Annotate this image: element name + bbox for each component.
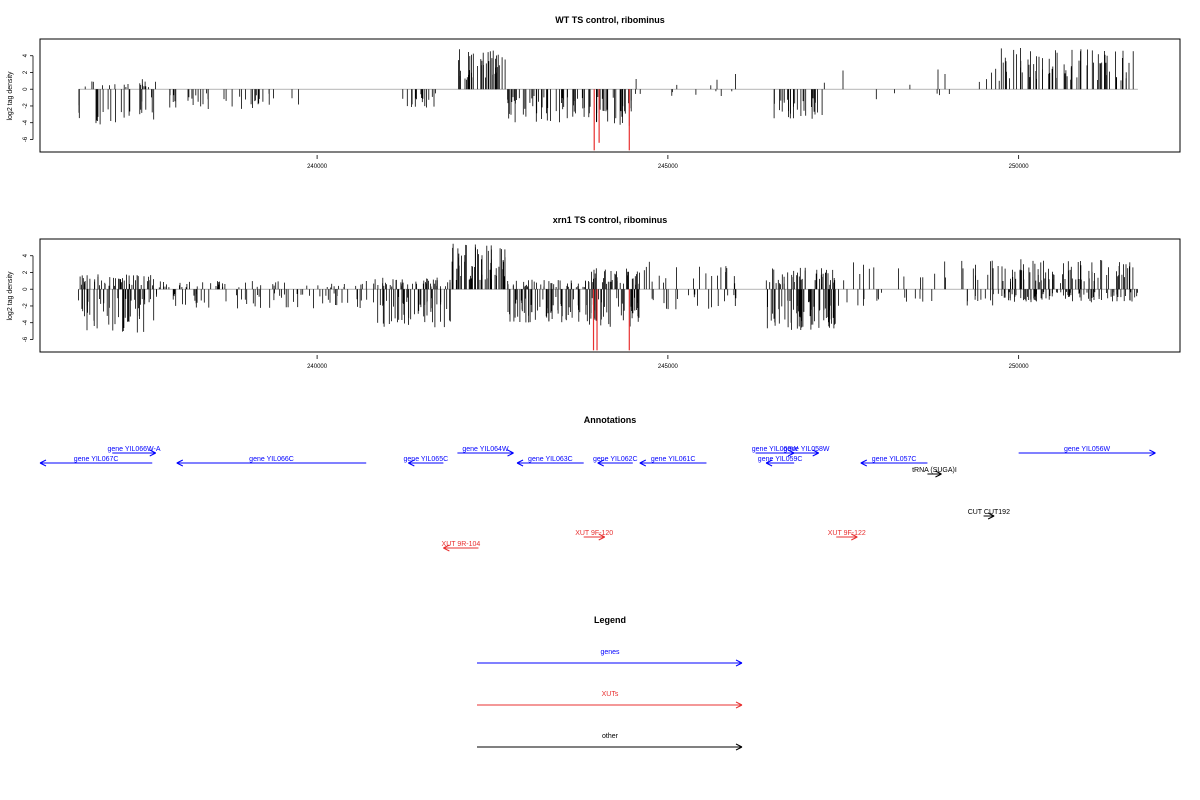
x-tick-label: 245000 xyxy=(658,164,679,170)
wt-y-axis: -6 -4 -2 0 2 4 xyxy=(23,53,34,142)
annotation-label: tRNA (SUGA)I xyxy=(912,467,957,474)
annotation-arrow xyxy=(983,512,995,520)
xrn1-bars xyxy=(78,243,1138,351)
annotation-arrow xyxy=(1018,449,1156,457)
annotation-label: gene YIL067C xyxy=(74,456,119,463)
wt-plot-frame xyxy=(39,38,1181,153)
x-tick-label: 245000 xyxy=(658,364,679,370)
y-tick-label: 4 xyxy=(23,253,29,257)
annotation-label: XUT 9R-104 xyxy=(442,541,481,548)
legend-arrow xyxy=(477,701,743,709)
xrn1-x-axis: 240000 245000 250000 xyxy=(307,355,1029,370)
annotation-label: XUT 9F-120 xyxy=(575,530,613,537)
y-tick-label: -2 xyxy=(23,303,29,309)
annotation-arrow xyxy=(765,459,795,467)
wt-y-axis-label: log2 tag density xyxy=(7,71,14,121)
xrn1-y-axis: -6 -4 -2 0 2 4 xyxy=(23,253,34,342)
y-tick-label: 0 xyxy=(23,87,29,91)
y-tick-label: -2 xyxy=(23,103,29,109)
legend-arrow xyxy=(477,743,743,751)
annotation-arrow xyxy=(755,449,795,457)
wt-panel-title: WT TS control, ribominus xyxy=(555,15,665,25)
y-tick-label: 4 xyxy=(23,53,29,57)
annotation-arrow xyxy=(583,533,605,541)
annotation-arrow xyxy=(639,459,707,467)
x-tick-label: 240000 xyxy=(307,164,328,170)
annotation-label: gene YIL063C xyxy=(528,456,573,463)
annotation-label: gene YIL066C xyxy=(249,456,294,463)
annotation-label: gene YIL056W xyxy=(1064,446,1111,453)
annotation-label: XUT 9F-122 xyxy=(828,530,866,537)
annotation-label: gene YIL060W xyxy=(752,446,799,453)
annotation-arrow xyxy=(516,459,584,467)
annotation-arrow xyxy=(176,459,367,467)
x-tick-label: 250000 xyxy=(1009,364,1030,370)
annotation-arrow xyxy=(927,470,942,478)
y-tick-label: -6 xyxy=(23,336,29,342)
annotation-label: CUT CUT192 xyxy=(968,509,1010,516)
annotation-arrow xyxy=(836,533,858,541)
annotations-title: Annotations xyxy=(584,415,637,425)
annotation-label: gene YIL066W-A xyxy=(107,446,160,453)
annotation-label: gene YIL058W xyxy=(783,446,830,453)
wt-bars xyxy=(78,48,1138,151)
y-tick-label: -6 xyxy=(23,136,29,142)
legend-arrow xyxy=(477,659,743,667)
annotation-label: gene YIL064W xyxy=(462,446,509,453)
annotation-arrow xyxy=(794,449,819,457)
legend-label: other xyxy=(602,733,619,740)
y-tick-label: 2 xyxy=(23,70,29,74)
legend: Legend genes XUTs other xyxy=(477,615,743,751)
xrn1-panel-title: xrn1 TS control, ribominus xyxy=(553,215,668,225)
y-tick-label: -4 xyxy=(23,119,29,125)
legend-label: genes xyxy=(600,649,620,656)
legend-title: Legend xyxy=(594,615,626,625)
annotation-items: gene YIL067C gene YIL066W-A gene YIL066C ge… xyxy=(39,446,1156,552)
xrn1-plot-frame xyxy=(39,238,1181,353)
annotation-arrow xyxy=(457,449,514,457)
y-tick-label: 2 xyxy=(23,270,29,274)
y-tick-label: -4 xyxy=(23,319,29,325)
xrn1-y-axis-label: log2 tag density xyxy=(7,271,14,321)
wt-panel: WT TS control, ribominus log2 tag densit… xyxy=(7,15,1181,170)
x-tick-label: 250000 xyxy=(1009,164,1030,170)
annotation-arrow xyxy=(112,449,156,457)
annotation-arrow xyxy=(39,459,153,467)
wt-x-axis: 240000 245000 250000 xyxy=(307,155,1029,170)
y-tick-label: 0 xyxy=(23,287,29,291)
annotation-arrow xyxy=(443,544,479,552)
annotation-label: gene YIL062C xyxy=(593,456,638,463)
annotation-label: gene YIL065C xyxy=(404,456,449,463)
x-tick-label: 240000 xyxy=(307,364,328,370)
legend-label: XUTs xyxy=(602,691,619,698)
annotation-label: gene YIL059C xyxy=(758,456,803,463)
annotation-label: gene YIL061C xyxy=(651,456,696,463)
legend-items: genes XUTs other xyxy=(477,649,743,751)
annotation-arrow xyxy=(408,459,444,467)
annotation-label: gene YIL057C xyxy=(872,456,917,463)
annotation-arrow xyxy=(597,459,633,467)
annotation-arrow xyxy=(860,459,928,467)
xrn1-panel: xrn1 TS control, ribominus log2 tag dens… xyxy=(7,215,1181,370)
